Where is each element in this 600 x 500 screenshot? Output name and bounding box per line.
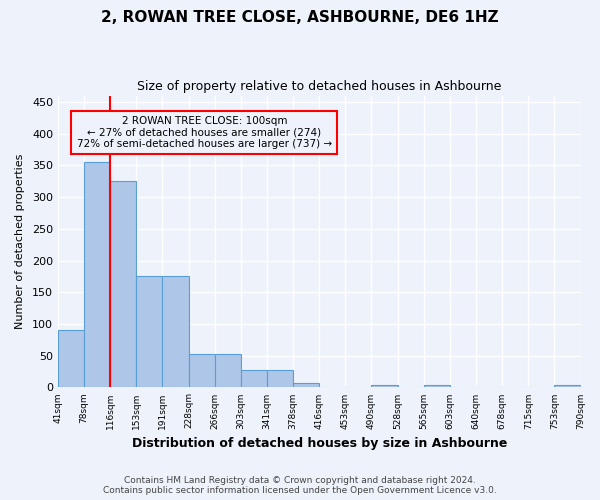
Bar (554, 385, 581, 388)
Bar (84, 162, 110, 388)
Bar (293, 383, 319, 388)
Y-axis label: Number of detached properties: Number of detached properties (15, 154, 25, 329)
Bar (267, 370, 293, 388)
Bar (136, 276, 163, 388)
Bar (110, 181, 136, 388)
Bar (58, 330, 84, 388)
Bar (424, 385, 450, 388)
Text: 2 ROWAN TREE CLOSE: 100sqm
← 27% of detached houses are smaller (274)
72% of sem: 2 ROWAN TREE CLOSE: 100sqm ← 27% of deta… (77, 116, 332, 149)
X-axis label: Distribution of detached houses by size in Ashbourne: Distribution of detached houses by size … (131, 437, 507, 450)
Title: Size of property relative to detached houses in Ashbourne: Size of property relative to detached ho… (137, 80, 502, 93)
Bar (163, 276, 188, 388)
Bar (241, 370, 267, 388)
Bar (371, 385, 398, 388)
Bar (188, 354, 215, 388)
Text: Contains HM Land Registry data © Crown copyright and database right 2024.
Contai: Contains HM Land Registry data © Crown c… (103, 476, 497, 495)
Bar (215, 354, 241, 388)
Text: 2, ROWAN TREE CLOSE, ASHBOURNE, DE6 1HZ: 2, ROWAN TREE CLOSE, ASHBOURNE, DE6 1HZ (101, 10, 499, 25)
